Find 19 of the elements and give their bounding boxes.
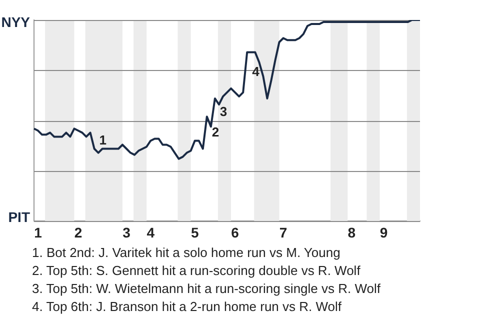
annotation: 3 (220, 104, 228, 120)
x-tick-label: 5 (190, 224, 199, 240)
text: NYY (1, 14, 31, 30)
text: PIT (8, 209, 30, 226)
x-tick-label: 1 (34, 224, 42, 240)
x-tick-label: 2 (74, 224, 82, 240)
annotation: 4 (252, 64, 260, 79)
x-tick-label: 6 (231, 224, 240, 240)
x-tick-label: 4 (146, 224, 155, 240)
text: 1. Bot 2nd: J. Varitek hit a solo home run vs M. Young (32, 244, 342, 262)
text: 4. Top 6th: J. Branson hit a 2-run home run vs R. Wolf (32, 298, 343, 316)
x-tick-label: 3 (122, 224, 131, 240)
x-tick-label: 9 (380, 224, 388, 240)
annotation: 2 (212, 124, 220, 140)
x-tick-label: 8 (348, 224, 356, 240)
text: 3. Top 5th: W. Wietelmann hit a run-scoring single vs R. Wolf (32, 280, 380, 298)
x-tick-label: 7 (279, 224, 288, 240)
annotation: 1 (99, 132, 107, 148)
text: 2. Top 5th: S. Gennett hit a run-scoring double vs R. Wolf (32, 262, 362, 280)
